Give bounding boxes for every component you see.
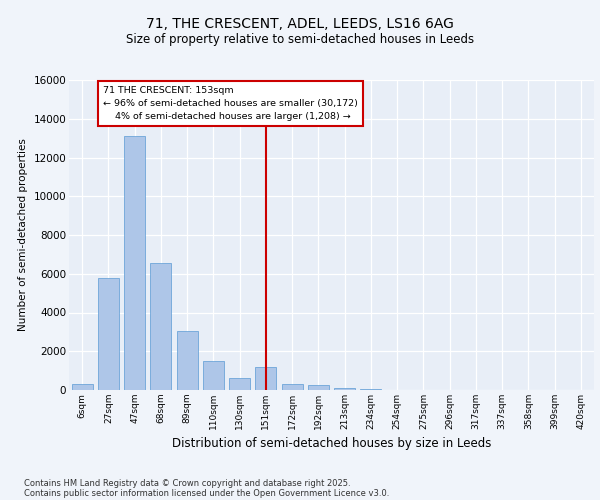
Text: 71 THE CRESCENT: 153sqm
← 96% of semi-detached houses are smaller (30,172)
    4: 71 THE CRESCENT: 153sqm ← 96% of semi-de… [103, 86, 358, 121]
Bar [281, 384, 302, 390]
X-axis label: Distribution of semi-detached houses by size in Leeds: Distribution of semi-detached houses by … [172, 438, 491, 450]
Text: Contains public sector information licensed under the Open Government Licence v3: Contains public sector information licen… [24, 488, 389, 498]
Bar [151, 263, 172, 390]
Text: Size of property relative to semi-detached houses in Leeds: Size of property relative to semi-detach… [126, 32, 474, 46]
Bar [229, 378, 250, 390]
Bar [98, 278, 119, 390]
Bar [334, 388, 355, 390]
Bar [176, 331, 197, 390]
Y-axis label: Number of semi-detached properties: Number of semi-detached properties [18, 138, 28, 332]
Bar [308, 385, 329, 390]
Bar [124, 136, 145, 390]
Text: 71, THE CRESCENT, ADEL, LEEDS, LS16 6AG: 71, THE CRESCENT, ADEL, LEEDS, LS16 6AG [146, 18, 454, 32]
Bar [203, 362, 224, 390]
Bar [361, 389, 382, 390]
Text: Contains HM Land Registry data © Crown copyright and database right 2025.: Contains HM Land Registry data © Crown c… [24, 478, 350, 488]
Bar [256, 367, 277, 390]
Bar [71, 384, 92, 390]
